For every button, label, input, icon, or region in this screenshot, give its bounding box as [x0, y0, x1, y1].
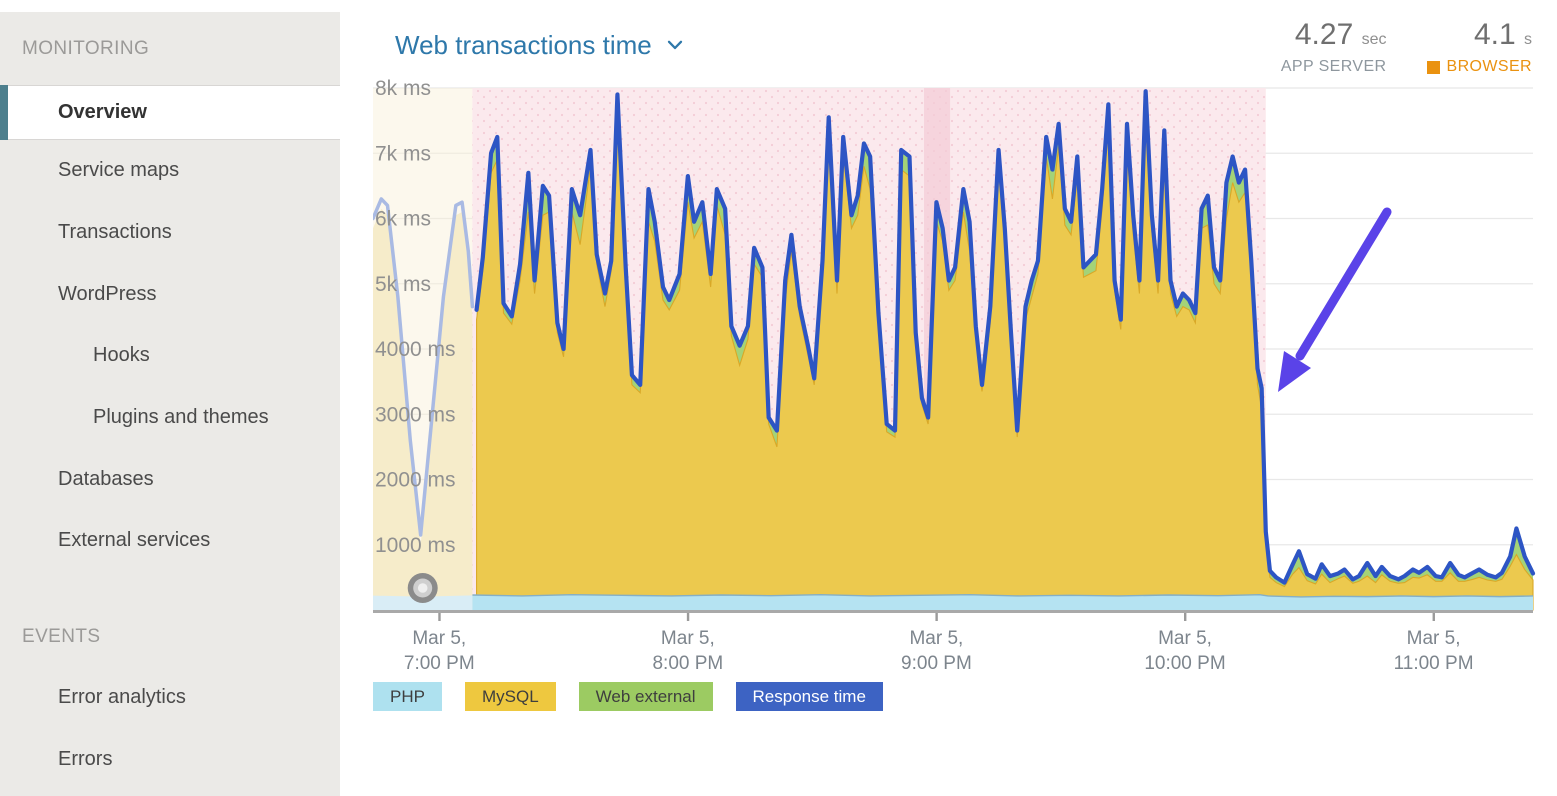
web-transactions-time-chart[interactable]: Mar 5, 7:00 PM Mar 5, 8:00 PM Mar 5, 9:00 PM M…: [373, 70, 1557, 670]
app-server-label: APP SERVER: [1280, 58, 1387, 75]
sidebar-item-label: Plugins and themes: [93, 406, 269, 429]
active-indicator: [0, 85, 8, 140]
y-axis-label: 8k ms: [375, 77, 431, 100]
php-top-edge: [472, 593, 1534, 598]
x-tick-label: 11:00 PM: [1394, 653, 1474, 670]
x-tick-label: 9:00 PM: [901, 653, 972, 670]
x-tick-label: 10:00 PM: [1144, 653, 1225, 670]
x-tick-label: Mar 5,: [412, 628, 466, 649]
header-metrics: 4.27 sec APP SERVER 4.1 s BROWSER: [1281, 18, 1532, 76]
browser-value: 4.1: [1473, 18, 1516, 51]
x-tick-label: Mar 5,: [1158, 628, 1212, 649]
y-axis-label: 5k ms: [375, 273, 431, 296]
sidebar-item-label: WordPress: [58, 282, 157, 305]
legend-chip-php[interactable]: PHP: [373, 682, 442, 711]
mysql-area: [476, 110, 1534, 611]
chart-header: Web transactions time 4.27 sec APP SERVE…: [340, 0, 1557, 76]
sidebar-item-label: Transactions: [58, 221, 172, 244]
sidebar-item-label: Errors: [58, 747, 113, 770]
chart-legend: PHP MySQL Web external Response time: [373, 682, 1557, 711]
y-axis-label: 2000 ms: [375, 469, 456, 492]
y-axis-label: 4000 ms: [375, 338, 456, 361]
sidebar-item-wordpress[interactable]: WordPress: [0, 263, 340, 325]
annotation-arrow: [1278, 207, 1392, 392]
sidebar-item-error-analytics[interactable]: Error analytics: [0, 667, 340, 729]
sidebar-section-events: EVENTS: [22, 625, 101, 647]
sidebar-item-errors[interactable]: Errors: [0, 729, 340, 791]
sidebar-item-label: Error analytics: [58, 686, 186, 709]
x-tick: [1184, 613, 1187, 621]
metric-browser[interactable]: 4.1 s BROWSER: [1426, 18, 1532, 75]
sidebar: MONITORING Overview Service maps Transac…: [0, 0, 340, 796]
x-tick: [935, 613, 938, 621]
x-tick-label: Mar 5,: [661, 628, 715, 649]
sidebar-item-service-maps[interactable]: Service maps: [0, 140, 340, 202]
handle-center: [417, 583, 428, 593]
x-axis: [373, 610, 1533, 613]
legend-chip-web-external[interactable]: Web external: [578, 682, 713, 711]
chart-title: Web transactions time: [395, 29, 652, 60]
main-panel: Web transactions time 4.27 sec APP SERVE…: [340, 0, 1557, 796]
browser-unit: s: [1524, 31, 1532, 48]
x-tick-label: 7:00 PM: [404, 653, 475, 670]
y-axis-label: 6k ms: [375, 208, 431, 231]
x-tick: [686, 613, 690, 621]
x-tick: [438, 613, 441, 621]
y-axis-label: 3000 ms: [375, 403, 456, 426]
sidebar-item-label: Databases: [58, 467, 154, 490]
sidebar-item-label: Hooks: [93, 344, 150, 367]
php-area: [472, 594, 1533, 610]
chart-title-dropdown[interactable]: Web transactions time: [395, 20, 683, 70]
sidebar-item-label: Service maps: [58, 159, 180, 182]
sidebar-item-external-services[interactable]: External services: [0, 510, 340, 572]
time-scrubber-handle[interactable]: [407, 573, 438, 603]
sidebar-item-hooks[interactable]: Hooks: [0, 325, 340, 387]
sidebar-item-overview[interactable]: Overview: [0, 85, 340, 140]
app-server-value: 4.27: [1294, 18, 1354, 51]
y-axis-label: 1000 ms: [375, 534, 456, 557]
chevron-down-icon: [667, 40, 682, 50]
response-time-line: [474, 89, 1536, 585]
x-tick-label: 8:00 PM: [652, 653, 723, 670]
sidebar-item-transactions[interactable]: Transactions: [0, 202, 340, 264]
metric-app-server[interactable]: 4.27 sec APP SERVER: [1281, 18, 1387, 76]
sidebar-nav: MONITORING Overview Service maps Transac…: [0, 12, 340, 796]
sidebar-section-monitoring: MONITORING: [22, 37, 150, 59]
y-axis-label: 7k ms: [375, 142, 431, 165]
sidebar-item-databases[interactable]: Databases: [0, 448, 340, 510]
x-tick-label: Mar 5,: [909, 628, 963, 649]
faded-response-line: [373, 197, 475, 537]
legend-chip-mysql[interactable]: MySQL: [464, 682, 556, 711]
sidebar-item-label: External services: [58, 529, 211, 552]
app-server-unit: sec: [1361, 31, 1387, 48]
browser-swatch-icon: [1426, 60, 1440, 74]
arrow-shaft: [1295, 207, 1392, 361]
arrow-head: [1278, 351, 1311, 392]
x-tick-label: Mar 5,: [1407, 628, 1461, 649]
browser-label: BROWSER: [1446, 58, 1532, 75]
sidebar-item-plugins-and-themes[interactable]: Plugins and themes: [0, 387, 340, 449]
sidebar-item-label: Overview: [58, 101, 147, 123]
x-tick: [1432, 613, 1435, 621]
legend-chip-response-time[interactable]: Response time: [735, 682, 883, 711]
